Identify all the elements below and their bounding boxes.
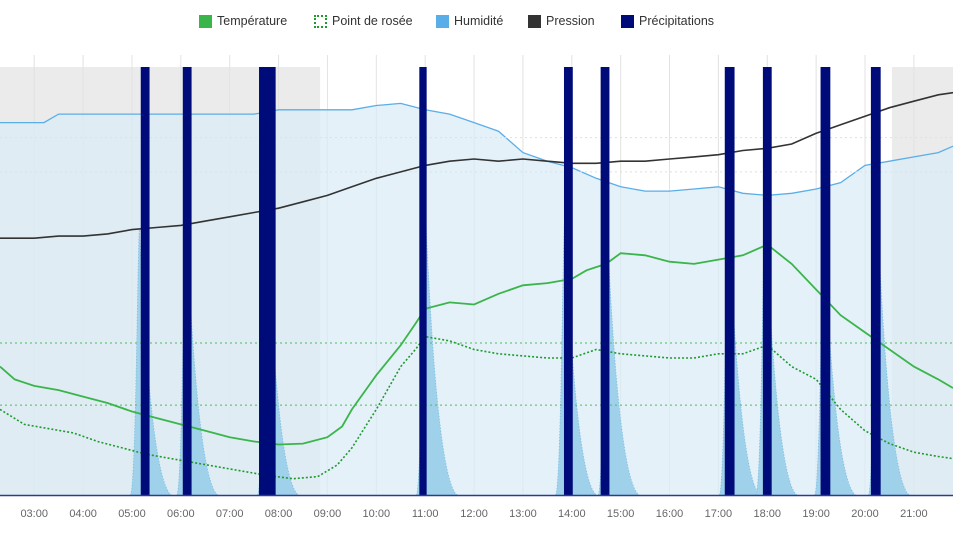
legend-label-humidity: Humidité [454, 14, 504, 28]
x-tick-label-14: 17:00 [705, 508, 733, 520]
legend-label-dew-point: Point de rosée [332, 14, 413, 28]
x-tick-label-3: 06:00 [167, 508, 195, 520]
legend-item-dew-point[interactable]: Point de rosée [314, 10, 413, 32]
x-tick-label-5: 08:00 [265, 508, 293, 520]
reference-lines [0, 137, 953, 406]
precip-bar-5 [600, 67, 610, 495]
legend-item-pressure[interactable]: Pression [528, 10, 595, 32]
precipitation-swatch-icon [621, 14, 634, 28]
legend-label-precipitation: Précipitations [639, 14, 715, 28]
pressure-swatch-icon [528, 14, 541, 28]
x-tick-label-8: 11:00 [412, 508, 439, 520]
precip-bar-1 [182, 67, 192, 495]
x-tick-label-2: 05:00 [118, 508, 146, 520]
chart-legend: Température Point de rosée Humidité Pres… [0, 10, 953, 32]
x-tick-label-12: 15:00 [607, 508, 635, 520]
legend-item-precipitation[interactable]: Précipitations [621, 10, 714, 32]
precip-bar-2 [259, 67, 276, 495]
precip-bar-7 [762, 67, 772, 495]
precip-bar-0 [140, 67, 150, 495]
humidity-area [0, 103, 953, 496]
humidity-series [0, 102, 953, 496]
precip-bar-3 [419, 67, 427, 495]
pressure-line [0, 91, 953, 239]
legend-item-humidity[interactable]: Humidité [436, 10, 503, 32]
temperature-series [0, 243, 953, 446]
x-tick-label-4: 07:00 [216, 508, 244, 520]
dew-point-swatch-icon [314, 14, 327, 28]
legend-label-pressure: Pression [546, 14, 595, 28]
x-tick-label-1: 04:00 [69, 508, 97, 520]
x-tick-label-11: 14:00 [558, 508, 586, 520]
x-tick-label-10: 13:00 [509, 508, 537, 520]
x-tick-label-0: 03:00 [20, 508, 48, 520]
precip-bar-6 [724, 67, 735, 495]
legend-label-temperature: Température [217, 14, 288, 28]
x-tick-label-6: 09:00 [314, 508, 342, 520]
x-axis: 03:00 04:00 05:00 06:00 07:00 08:00 09:00 10:00… [0, 494, 953, 520]
temperature-line [0, 243, 953, 446]
precip-spike-0 [129, 229, 173, 496]
x-tick-label-9: 12:00 [460, 508, 488, 520]
x-tick-label-17: 20:00 [851, 508, 879, 520]
x-tick-label-13: 16:00 [656, 508, 684, 520]
precip-bar-8 [820, 67, 831, 495]
humidity-swatch-icon [436, 14, 449, 28]
legend-item-temperature[interactable]: Température [199, 10, 287, 32]
x-tick-label-16: 19:00 [802, 508, 830, 520]
x-tick-label-15: 18:00 [754, 508, 782, 520]
x-tick-label-18: 21:00 [900, 508, 928, 520]
precip-bar-4 [563, 67, 573, 495]
temperature-swatch-icon [199, 14, 212, 28]
x-tick-label-7: 10:00 [363, 508, 391, 520]
pressure-series [0, 91, 953, 239]
precip-bar-9 [870, 67, 881, 495]
dew-point-line [0, 335, 953, 480]
precipitation-bars [140, 67, 881, 495]
dew-point-series [0, 335, 953, 480]
humidity-line [0, 102, 953, 197]
